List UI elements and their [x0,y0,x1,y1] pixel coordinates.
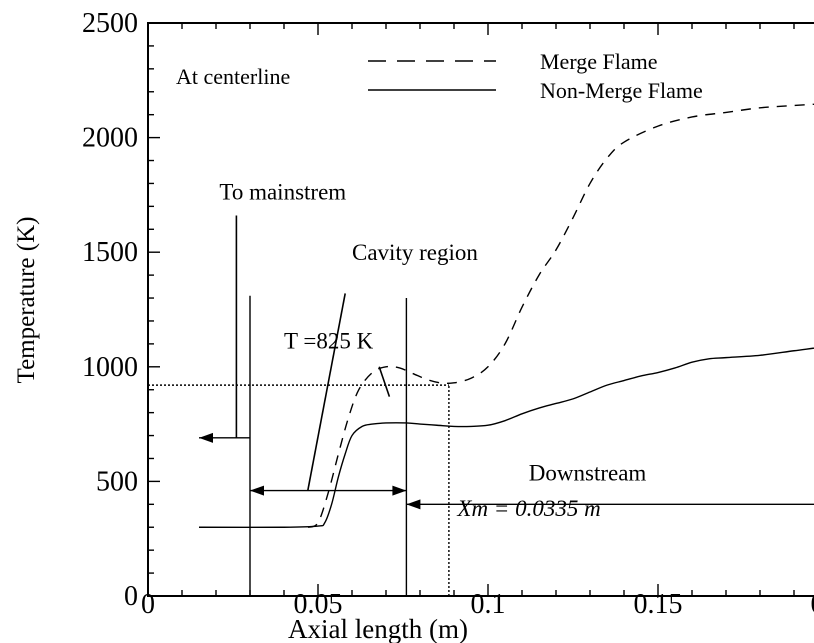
leader-lines [235,215,391,491]
x-axis-label: Axial length (m) [288,614,468,643]
data-series [198,103,814,529]
y-tick-label-0: 0 [124,581,138,612]
leader-line-2 [378,366,391,397]
vertical-markers [249,295,450,596]
legend: At centerline Merge Flame Non-Merge Flam… [176,49,703,103]
arrow-head [199,432,213,443]
arrow-head [406,499,421,510]
tick-labels: 0 0.05 0.1 0.15 0.2 0 500 1000 1500 2000 2500 [82,8,814,620]
x-tick-label-0-15: 0.15 [634,589,683,620]
annotations: To mainstrem Cavity region T =825 K Downstr… [219,179,646,520]
series-line-merge-flame [307,103,814,528]
annotation-t-825: T =825 K [284,328,374,353]
annotation-downstream: Downstream [529,460,647,485]
axis-ticks [147,22,795,597]
legend-entry-merge-flame: Merge Flame [540,49,658,74]
y-axis-label: Temperature (K) [13,217,40,384]
legend-group-label: At centerline [176,64,290,89]
x-tick-label-0-1: 0.1 [471,589,506,620]
x-tick-label-0: 0 [141,589,155,620]
arrow-head [250,485,264,496]
y-tick-label-2000: 2000 [82,123,138,154]
x-tick-label-0-2: 0.2 [811,589,814,620]
arrow-head [392,485,407,496]
annotation-xm: Xm = 0.0335 m [456,496,600,521]
annotation-cavity-region: Cavity region [352,240,478,265]
legend-entry-non-merge-flame: Non-Merge Flame [540,78,703,103]
leader-line-1 [307,293,346,491]
y-tick-label-500: 500 [96,466,138,497]
annotation-to-mainstream: To mainstrem [219,179,346,204]
y-tick-label-1500: 1500 [82,237,138,268]
x-tick-label-0-05: 0.05 [294,589,343,620]
series-line-non-merge-flame [198,347,814,529]
y-tick-label-2500: 2500 [82,8,138,39]
y-tick-label-1000: 1000 [82,352,138,383]
